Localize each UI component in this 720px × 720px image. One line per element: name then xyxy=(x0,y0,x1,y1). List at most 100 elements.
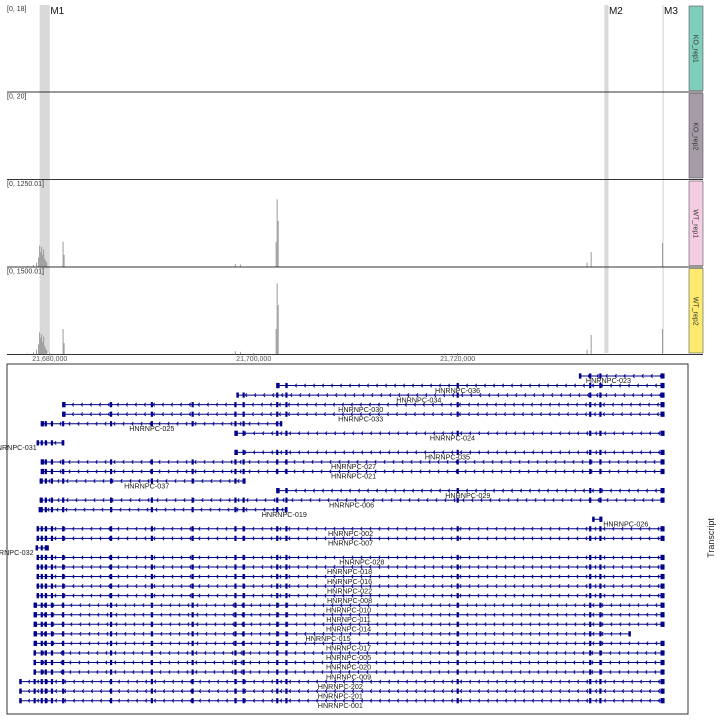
strand-arrow xyxy=(539,593,543,598)
exon-block xyxy=(662,688,665,694)
track-name-label: WT_rep2 xyxy=(692,297,699,326)
strand-arrow xyxy=(383,650,387,656)
exon-block xyxy=(235,449,238,455)
strand-arrow xyxy=(161,564,165,570)
exon-block xyxy=(662,488,665,494)
strand-arrow xyxy=(230,469,233,474)
strand-arrow xyxy=(530,555,534,560)
strand-arrow xyxy=(215,564,219,570)
strand-arrow xyxy=(180,698,184,703)
exon-block xyxy=(50,669,54,675)
exon-block xyxy=(599,411,602,417)
strand-arrow xyxy=(152,564,156,570)
exon-block xyxy=(191,602,194,608)
strand-arrow xyxy=(269,402,273,407)
strand-arrow xyxy=(575,526,579,531)
strand-arrow xyxy=(431,574,435,579)
exon-block xyxy=(40,526,43,532)
strand-arrow xyxy=(572,669,576,675)
strand-arrow xyxy=(81,689,85,694)
strand-arrow xyxy=(251,526,255,531)
strand-arrow xyxy=(623,373,626,379)
strand-arrow xyxy=(314,555,318,560)
strand-arrow xyxy=(494,584,498,589)
strand-arrow xyxy=(239,650,243,656)
strand-arrow xyxy=(521,564,525,570)
exon-block xyxy=(242,688,245,694)
exon-block xyxy=(40,640,43,646)
strand-arrow xyxy=(518,650,522,656)
strand-arrow xyxy=(297,450,301,455)
strand-arrow xyxy=(629,536,633,541)
strand-arrow xyxy=(260,526,264,531)
strand-arrow xyxy=(216,689,220,694)
exon-block xyxy=(456,488,459,494)
strand-arrow xyxy=(266,660,270,665)
strand-arrow xyxy=(485,564,489,570)
strand-arrow xyxy=(513,689,517,694)
exon-block xyxy=(285,402,288,408)
strand-arrow xyxy=(95,669,99,675)
strand-arrow xyxy=(530,402,534,407)
strand-arrow xyxy=(125,402,129,407)
exon-block xyxy=(285,669,288,675)
strand-arrow xyxy=(56,507,59,512)
exon-block xyxy=(191,659,194,666)
strand-arrow xyxy=(89,402,93,407)
strand-arrow xyxy=(194,459,197,465)
strand-arrow xyxy=(621,698,625,703)
exon-block xyxy=(44,593,47,599)
track-name-label: KO_rep2 xyxy=(692,122,699,150)
strand-arrow xyxy=(494,526,498,531)
exon-block xyxy=(50,640,54,646)
strand-arrow xyxy=(296,593,300,598)
strand-arrow xyxy=(645,612,649,617)
strand-arrow xyxy=(656,564,660,570)
strand-arrow xyxy=(356,650,360,656)
strand-arrow xyxy=(482,650,486,656)
strand-arrow xyxy=(305,593,309,598)
strand-arrow xyxy=(89,574,93,579)
exon-block xyxy=(40,554,43,561)
strand-arrow xyxy=(294,383,298,388)
exon-block xyxy=(38,507,42,513)
strand-arrow xyxy=(388,393,392,398)
exon-block xyxy=(33,650,37,656)
strand-arrow xyxy=(143,536,147,541)
strand-arrow xyxy=(609,488,613,493)
strand-arrow xyxy=(417,498,420,503)
strand-arrow xyxy=(350,593,354,598)
strand-arrow xyxy=(577,393,581,398)
strand-arrow xyxy=(248,469,251,474)
strand-arrow xyxy=(530,526,534,531)
exon-block xyxy=(62,573,65,580)
strand-arrow xyxy=(657,689,661,694)
strand-arrow xyxy=(405,679,409,684)
strand-arrow xyxy=(68,669,72,675)
strand-arrow xyxy=(501,641,505,646)
exon-block xyxy=(150,640,153,646)
strand-arrow xyxy=(341,593,345,598)
strand-arrow xyxy=(483,622,487,627)
exon-block xyxy=(660,411,663,417)
exon-block xyxy=(44,554,47,561)
strand-arrow xyxy=(330,622,334,627)
transcript-hnrnpc-034: HNRNPC-034 xyxy=(236,392,665,404)
strand-arrow xyxy=(654,383,658,388)
strand-arrow xyxy=(361,393,365,398)
strand-arrow xyxy=(654,641,658,646)
strand-arrow xyxy=(341,574,345,579)
strand-arrow xyxy=(504,450,508,455)
strand-arrow xyxy=(440,593,444,598)
transcript-hnrnpc-202: HNRNPC-202 xyxy=(19,679,665,691)
transcript-hnrnpc-030: HNRNPC-030 xyxy=(62,402,665,414)
strand-arrow xyxy=(429,641,433,646)
strand-arrow xyxy=(59,660,63,665)
exon-block xyxy=(191,631,194,637)
strand-arrow xyxy=(69,603,73,608)
strand-arrow xyxy=(465,488,469,493)
strand-arrow xyxy=(342,698,346,703)
strand-arrow xyxy=(222,631,226,636)
strand-arrow xyxy=(537,631,541,636)
strand-arrow xyxy=(114,631,118,636)
